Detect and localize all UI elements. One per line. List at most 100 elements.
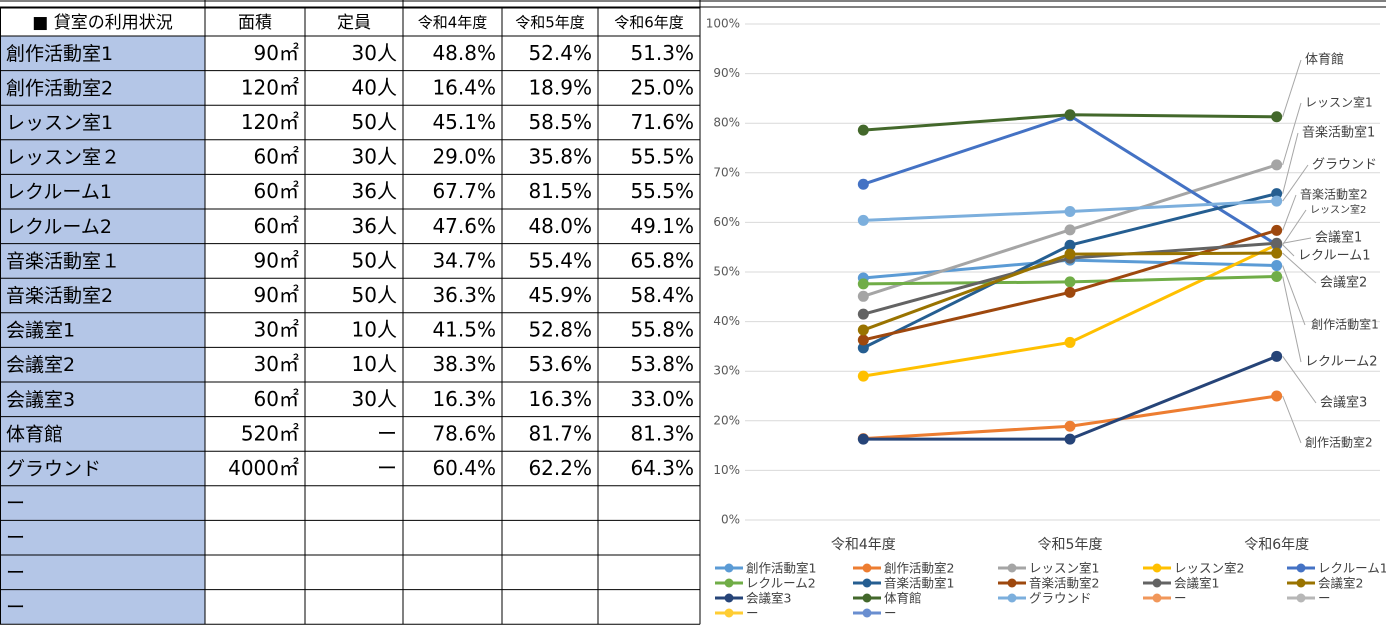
cell: 50人: [352, 248, 397, 272]
cell: 30㎡: [254, 352, 299, 376]
row-name: レッスン室２: [6, 147, 120, 169]
data-label: 会議室2: [1320, 275, 1367, 291]
cell: 45.9%: [528, 283, 592, 307]
legend-label: ー: [746, 606, 759, 621]
name-cell-bg: [0, 485, 205, 521]
y-tick-label: 20%: [713, 413, 740, 427]
leader-line: [1282, 237, 1312, 244]
data-label: 音楽活動室2: [1300, 187, 1368, 202]
row-name: ー: [6, 493, 25, 515]
name-cell-bg: [0, 312, 205, 348]
data-label: レッスン室2: [1310, 203, 1366, 216]
cell: 71.6%: [630, 110, 694, 134]
cell: 48.0%: [528, 214, 592, 238]
legend-label: ー: [1318, 591, 1331, 606]
legend-swatch: [724, 593, 734, 603]
row-name: 会議室3: [6, 389, 75, 411]
legend-label: レクルーム2: [746, 576, 816, 591]
cell: 36人: [352, 179, 397, 203]
cell: 520㎡: [241, 421, 299, 445]
name-cell-bg: [0, 520, 205, 555]
cell: 62.2%: [528, 456, 592, 480]
row-name: 創作活動室1: [6, 43, 113, 65]
cell: 49.1%: [630, 214, 694, 238]
leader-line: [1282, 265, 1306, 326]
cell: 51.3%: [630, 41, 694, 65]
cell: 55.5%: [630, 145, 694, 169]
y-tick-label: 80%: [713, 116, 740, 130]
cell: 34.7%: [432, 248, 496, 272]
cell: 4000㎡: [228, 456, 299, 480]
data-point: [1064, 248, 1076, 260]
data-point: [1271, 270, 1283, 282]
data-point: [1271, 390, 1283, 402]
y-tick-label: 0%: [721, 513, 740, 527]
row-name: 会議室2: [6, 354, 75, 376]
legend-swatch: [724, 563, 734, 573]
cell: 30人: [352, 145, 397, 169]
header-cell: 面積: [238, 13, 272, 33]
data-point: [1064, 433, 1076, 445]
cell: 81.5%: [528, 179, 592, 203]
data-point: [1271, 159, 1283, 171]
x-tick-label: 令和4年度: [831, 537, 896, 553]
legend-swatch: [862, 563, 872, 573]
cell: 55.8%: [630, 318, 694, 342]
leader-line: [1282, 244, 1295, 257]
data-point: [1064, 336, 1076, 348]
cell: 16.3%: [528, 387, 592, 411]
x-tick-label: 令和5年度: [1038, 537, 1103, 553]
data-label: レッスン室1: [1305, 95, 1373, 110]
header-cell: ■ 貸室の利用状況: [32, 13, 172, 33]
y-tick-label: 70%: [713, 165, 740, 179]
cell: 55.5%: [630, 179, 694, 203]
name-cell-bg: [0, 555, 205, 590]
legend-swatch: [1296, 578, 1306, 588]
data-point: [1271, 247, 1283, 259]
cell: 78.6%: [432, 421, 496, 445]
cell: 50人: [352, 110, 397, 134]
header-cell: 令和6年度: [614, 14, 684, 32]
cell: 60㎡: [254, 145, 299, 169]
legend-swatch: [1007, 593, 1017, 603]
name-cell-bg: [0, 174, 205, 209]
cell: 47.6%: [432, 214, 496, 238]
legend-swatch: [862, 608, 872, 618]
row-name: ー: [6, 527, 25, 549]
data-point: [857, 324, 869, 336]
row-name: ー: [6, 596, 25, 618]
legend-label: 創作活動室2: [884, 561, 954, 576]
legend-label: レッスン室2: [1174, 561, 1244, 576]
y-tick-label: 10%: [713, 463, 740, 477]
cell: 38.3%: [432, 352, 496, 376]
data-point: [857, 178, 869, 190]
legend-swatch: [862, 593, 872, 603]
cell: 60㎡: [254, 387, 299, 411]
row-name: 会議室1: [6, 320, 75, 342]
data-label: 会議室3: [1320, 395, 1367, 411]
data-point: [1064, 276, 1076, 288]
legend-label: 創作活動室1: [746, 561, 816, 576]
legend-swatch: [1296, 593, 1306, 603]
row-name: グラウンド: [6, 458, 101, 480]
legend-swatch: [862, 578, 872, 588]
cell: 90㎡: [254, 283, 299, 307]
data-point: [857, 278, 869, 290]
y-tick-label: 50%: [713, 265, 740, 279]
data-point: [857, 370, 869, 382]
cell: 64.3%: [630, 456, 694, 480]
cell: 10人: [352, 318, 397, 342]
cell: 60㎡: [254, 179, 299, 203]
data-point: [1271, 260, 1283, 272]
data-label: 会議室1: [1315, 230, 1362, 246]
data-point: [1271, 195, 1283, 207]
leader-line: [1282, 356, 1317, 404]
cell: 60㎡: [254, 214, 299, 238]
cell: 30人: [352, 41, 397, 65]
legend-swatch: [1152, 593, 1162, 603]
data-point: [1271, 350, 1283, 362]
legend-swatch: [1007, 563, 1017, 573]
cell: 35.8%: [528, 145, 592, 169]
cell: 25.0%: [630, 75, 694, 99]
legend-label: 体育館: [884, 591, 922, 606]
